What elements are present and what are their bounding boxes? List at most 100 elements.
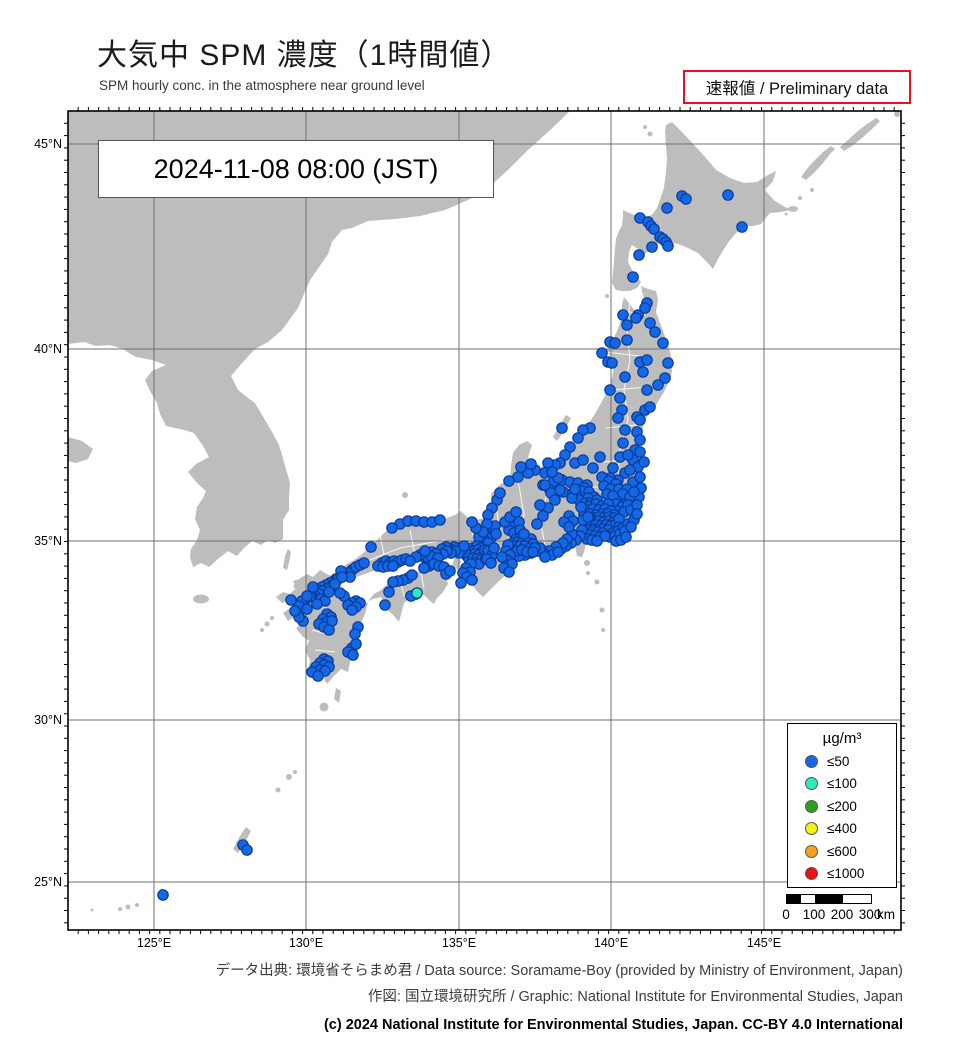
station-dot bbox=[510, 506, 522, 518]
legend-item-label: ≤50 bbox=[827, 753, 850, 769]
landmass-kuril-islet bbox=[798, 196, 802, 200]
latitude-label: 25°N bbox=[34, 875, 62, 889]
page-title: 大気中 SPM 濃度（1時間値） bbox=[97, 39, 512, 72]
station-dot bbox=[549, 494, 561, 506]
timestamp-label: 2024-11-08 08:00 (JST) bbox=[153, 153, 439, 184]
station-dot bbox=[554, 484, 566, 496]
station-dot bbox=[606, 357, 618, 369]
landmass-izu-island bbox=[599, 607, 605, 613]
landmass-iturup bbox=[840, 118, 880, 151]
station-dot bbox=[609, 337, 621, 349]
landmass-amami bbox=[286, 774, 292, 780]
station-dot bbox=[386, 522, 398, 534]
station-dot bbox=[639, 302, 651, 314]
station-dot bbox=[596, 347, 608, 359]
station-dot bbox=[628, 486, 640, 498]
landmass-shandong bbox=[68, 437, 93, 463]
station-dot bbox=[625, 521, 637, 533]
longitude-label: 125°E bbox=[137, 936, 171, 950]
legend-item: ≤50 bbox=[788, 750, 896, 773]
station-dot bbox=[680, 193, 692, 205]
longitude-label: 145°E bbox=[747, 936, 781, 950]
station-dots bbox=[157, 189, 748, 901]
station-dot bbox=[638, 456, 650, 468]
legend-color-dot bbox=[805, 867, 818, 881]
legend-title: µg/m³ bbox=[822, 730, 862, 747]
landmass-hokkaido bbox=[612, 122, 791, 291]
landmass-yaeyama bbox=[135, 903, 139, 907]
landmass-yaeyama bbox=[118, 907, 122, 911]
station-dot bbox=[577, 454, 589, 466]
landmass-kunashiri bbox=[801, 146, 835, 180]
graphic-credit: 作図: 国立環境研究所 / Graphic: National Institut… bbox=[367, 989, 903, 1005]
legend-item: ≤100 bbox=[788, 773, 896, 796]
station-dot bbox=[503, 475, 515, 487]
station-dot bbox=[434, 514, 446, 526]
station-dot bbox=[518, 528, 530, 540]
station-dot bbox=[455, 577, 467, 589]
station-dot bbox=[406, 569, 418, 581]
latitude-label: 35°N bbox=[34, 534, 62, 548]
legend-item: ≤600 bbox=[788, 840, 896, 863]
station-dot bbox=[631, 508, 643, 520]
station-dot bbox=[301, 603, 313, 615]
landmass-tanegashima bbox=[334, 688, 341, 703]
legend-item-label: ≤400 bbox=[827, 821, 857, 837]
preliminary-data-label: 速報値 / Preliminary data bbox=[705, 80, 889, 98]
station-dot bbox=[444, 565, 456, 577]
station-dot bbox=[641, 384, 653, 396]
station-dot bbox=[323, 586, 335, 598]
station-dot bbox=[619, 371, 631, 383]
legend-item: ≤400 bbox=[788, 818, 896, 841]
legend-item: ≤1000 bbox=[788, 863, 896, 886]
station-dot bbox=[350, 638, 362, 650]
station-dot bbox=[648, 223, 660, 235]
landmass-oki bbox=[402, 492, 408, 498]
station-dot bbox=[546, 466, 558, 478]
legend-item: ≤200 bbox=[788, 795, 896, 818]
longitude-label: 135°E bbox=[442, 936, 476, 950]
station-dot bbox=[490, 528, 502, 540]
station-dot bbox=[387, 576, 399, 588]
station-dot bbox=[634, 414, 646, 426]
station-dot bbox=[594, 451, 606, 463]
longitude-label: 140°E bbox=[594, 936, 628, 950]
station-dot bbox=[503, 566, 515, 578]
station-dot bbox=[572, 432, 584, 444]
station-dot bbox=[662, 357, 674, 369]
station-dot bbox=[563, 521, 575, 533]
landmass-yaeyama bbox=[90, 908, 94, 912]
timestamp-box: 2024-11-08 08:00 (JST) bbox=[98, 140, 494, 198]
station-dot bbox=[659, 372, 671, 384]
scale-bar: 0 100 200 300 km bbox=[776, 894, 916, 928]
longitude-label: 130°E bbox=[289, 936, 323, 950]
footer-credits: データ出典: 環境省そらまめ君 / Data source: Soramame-… bbox=[0, 958, 903, 1040]
scale-bar-segment bbox=[815, 895, 843, 903]
latitude-label: 30°N bbox=[34, 713, 62, 727]
station-dot bbox=[646, 241, 658, 253]
station-dot bbox=[633, 249, 645, 261]
legend-color-dot bbox=[805, 844, 818, 858]
station-dot bbox=[604, 384, 616, 396]
station-dot bbox=[591, 535, 603, 547]
station-dot bbox=[630, 312, 642, 324]
landmass-yakushima bbox=[319, 702, 329, 712]
station-dot bbox=[641, 354, 653, 366]
station-dot bbox=[556, 422, 568, 434]
station-dot bbox=[634, 471, 646, 483]
station-dot bbox=[358, 557, 370, 569]
station-dot bbox=[289, 605, 301, 617]
landmass-yaeyama bbox=[125, 904, 131, 910]
landmass-jeju bbox=[193, 594, 209, 604]
station-dot bbox=[637, 366, 649, 378]
scale-bar-label: 300 bbox=[858, 907, 882, 922]
station-dot bbox=[419, 545, 431, 557]
page-subtitle: SPM hourly conc. in the atmosphere near … bbox=[99, 78, 425, 93]
station-dot bbox=[311, 598, 323, 610]
station-dot bbox=[619, 424, 631, 436]
station-dot bbox=[617, 437, 629, 449]
station-dot bbox=[531, 518, 543, 530]
station-dot bbox=[649, 326, 661, 338]
station-dot bbox=[466, 574, 478, 586]
